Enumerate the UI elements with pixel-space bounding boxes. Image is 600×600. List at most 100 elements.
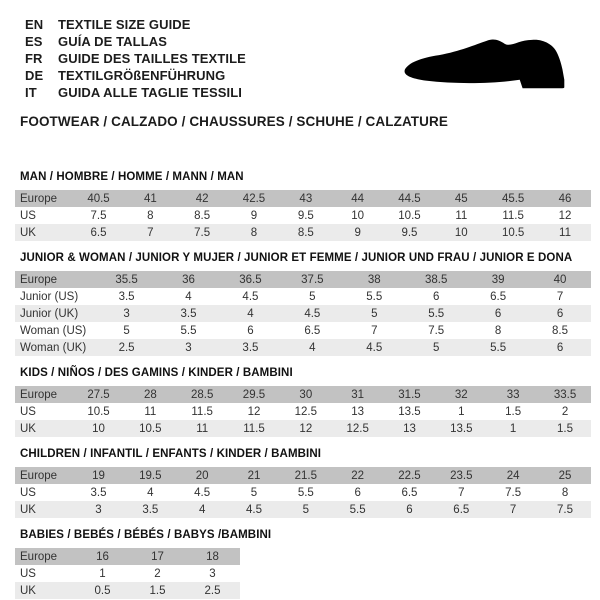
size-table: Europe 19 19.5 20 21 21.5 22 22.5 23.5 24 25 US 3.5 4… [15, 467, 591, 518]
size-value: 10 [351, 209, 365, 222]
size-value: 39 [491, 273, 505, 286]
language-label: TEXTILE SIZE GUIDE [58, 17, 191, 32]
language-code: EN [25, 17, 44, 32]
size-value: 12 [299, 422, 313, 435]
size-value: 3 [95, 503, 102, 516]
language-title-list: EN TEXTILE SIZE GUIDE ES GUÍA DE TALLAS … [25, 16, 580, 101]
row-label: Junior (UK) [20, 307, 79, 320]
size-value: 45 [454, 192, 468, 205]
size-value: 5.5 [490, 341, 507, 354]
row-label: UK [20, 226, 36, 239]
size-value: 4.5 [242, 290, 259, 303]
size-value: 3 [123, 307, 130, 320]
size-value: 6.5 [453, 503, 470, 516]
size-value: 2 [561, 405, 569, 418]
row-label: US [20, 567, 36, 580]
row-label: Europe [20, 273, 58, 286]
size-value: 36.5 [239, 273, 262, 286]
size-value: 8.5 [552, 324, 569, 337]
size-value: 11 [455, 209, 468, 222]
size-value: 40 [553, 273, 567, 286]
size-table-section-man: MAN / HOMBRE / HOMME / MANN / MAN Europe 4… [15, 170, 591, 241]
size-value: 3 [209, 567, 216, 580]
size-value: 5.5 [297, 486, 314, 499]
size-value: 30 [299, 388, 313, 401]
size-value: 3.5 [242, 341, 259, 354]
size-value: 43 [299, 192, 313, 205]
size-value: 5 [123, 324, 130, 337]
size-value: 21 [247, 469, 261, 482]
size-value: 3.5 [90, 486, 107, 499]
size-value: 42 [195, 192, 209, 205]
size-value: 31 [351, 388, 365, 401]
table-row: UK 3 3.5 4 4.5 5 5.5 6 6.5 7 7.5 [15, 501, 591, 518]
size-value: 9 [250, 209, 258, 222]
size-value: 6.5 [90, 226, 107, 239]
size-value: 33 [506, 388, 520, 401]
size-value: 1 [99, 567, 106, 580]
size-value: 11.5 [191, 405, 213, 418]
size-value: 19.5 [139, 469, 162, 482]
table-title: BABIES / BEBÉS / BÉBÉS / BABYS /BAMBINI [20, 529, 272, 541]
table-row: US 10.5 11 11.5 12 12.5 13 13.5 1 1.5 2 [15, 403, 591, 420]
table-title: JUNIOR & WOMAN / JUNIOR Y MUJER / JUNIOR… [20, 252, 573, 264]
size-value: 44.5 [398, 192, 421, 205]
size-value: 8.5 [194, 209, 211, 222]
size-value: 7.5 [505, 486, 522, 499]
size-value: 7 [371, 324, 378, 337]
language-row: EN TEXTILE SIZE GUIDE [25, 16, 580, 33]
language-code: IT [25, 85, 37, 100]
size-value: 4.5 [304, 307, 321, 320]
size-table: Europe 16 17 18 US 1 2 3 UK 0.5 1.5 2.5 [15, 548, 240, 599]
size-value: 5.5 [349, 503, 366, 516]
size-value: 11.5 [243, 422, 265, 435]
size-value: 38 [367, 273, 381, 286]
size-value: 44 [351, 192, 365, 205]
table-row: UK 6.5 7 7.5 8 8.5 9 9.5 10 10.5 11 [15, 224, 591, 241]
size-value: 12 [558, 209, 572, 222]
row-label: Junior (US) [20, 290, 79, 303]
size-value: 18 [206, 550, 219, 563]
size-value: 4.5 [245, 503, 262, 516]
table-title: CHILDREN / INFANTIL / ENFANTS / KINDER /… [20, 448, 322, 460]
size-value: 21.5 [294, 469, 318, 482]
size-value: 17 [151, 550, 164, 563]
size-value: 41 [143, 192, 157, 205]
size-value: 28.5 [190, 388, 214, 401]
size-value: 1 [458, 405, 465, 418]
size-value: 7 [458, 486, 465, 499]
size-value: 12 [247, 405, 261, 418]
language-label: TEXTILGRÖßENFÜHRUNG [58, 68, 226, 83]
size-value: 5 [309, 290, 316, 303]
table-row: UK 0.5 1.5 2.5 [15, 582, 240, 599]
table-row: Europe 16 17 18 [15, 548, 240, 565]
size-value: 4.5 [366, 341, 383, 354]
dress-shoe-icon [398, 38, 577, 93]
size-table-section-kids: KIDS / NIÑOS / DES GAMINS / KINDER / BAM… [15, 366, 591, 437]
size-value: 7.5 [557, 503, 574, 516]
table-title: MAN / HOMBRE / HOMME / MANN / MAN [20, 171, 244, 183]
row-label: US [20, 486, 36, 499]
row-label: Europe [20, 192, 58, 205]
size-value: 10 [454, 226, 468, 239]
table-row: US 7.5 8 8.5 9 9.5 10 10.5 11 11.5 12 [15, 207, 591, 224]
table-row: Europe 35.5 36 36.5 37.5 38 38.5 39 40 [15, 271, 591, 288]
language-row: FR GUIDE DES TAILLES TEXTILE [25, 50, 580, 67]
size-value: 10 [92, 422, 105, 435]
size-value: 8 [250, 226, 258, 239]
size-value: 16 [96, 550, 109, 563]
size-value: 4 [309, 341, 316, 354]
size-table-section-babies: BABIES / BEBÉS / BÉBÉS / BABYS /BAMBINI E… [15, 528, 591, 599]
row-label: Europe [20, 469, 58, 482]
size-value: 7.5 [194, 226, 211, 239]
size-value: 5 [302, 503, 310, 516]
size-value: 5 [371, 307, 378, 320]
size-value: 0.5 [94, 584, 111, 597]
size-table-section-children: CHILDREN / INFANTIL / ENFANTS / KINDER /… [15, 447, 591, 518]
size-value: 7.5 [90, 209, 107, 222]
language-label: GUIDE DES TAILLES TEXTILE [58, 51, 246, 66]
table-row: UK 10 10.5 11 11.5 12 12.5 13 13.5 1 1.5 [15, 420, 591, 437]
size-value: 8.5 [297, 226, 314, 239]
size-value: 6 [494, 307, 502, 320]
size-value: 20 [195, 469, 209, 482]
